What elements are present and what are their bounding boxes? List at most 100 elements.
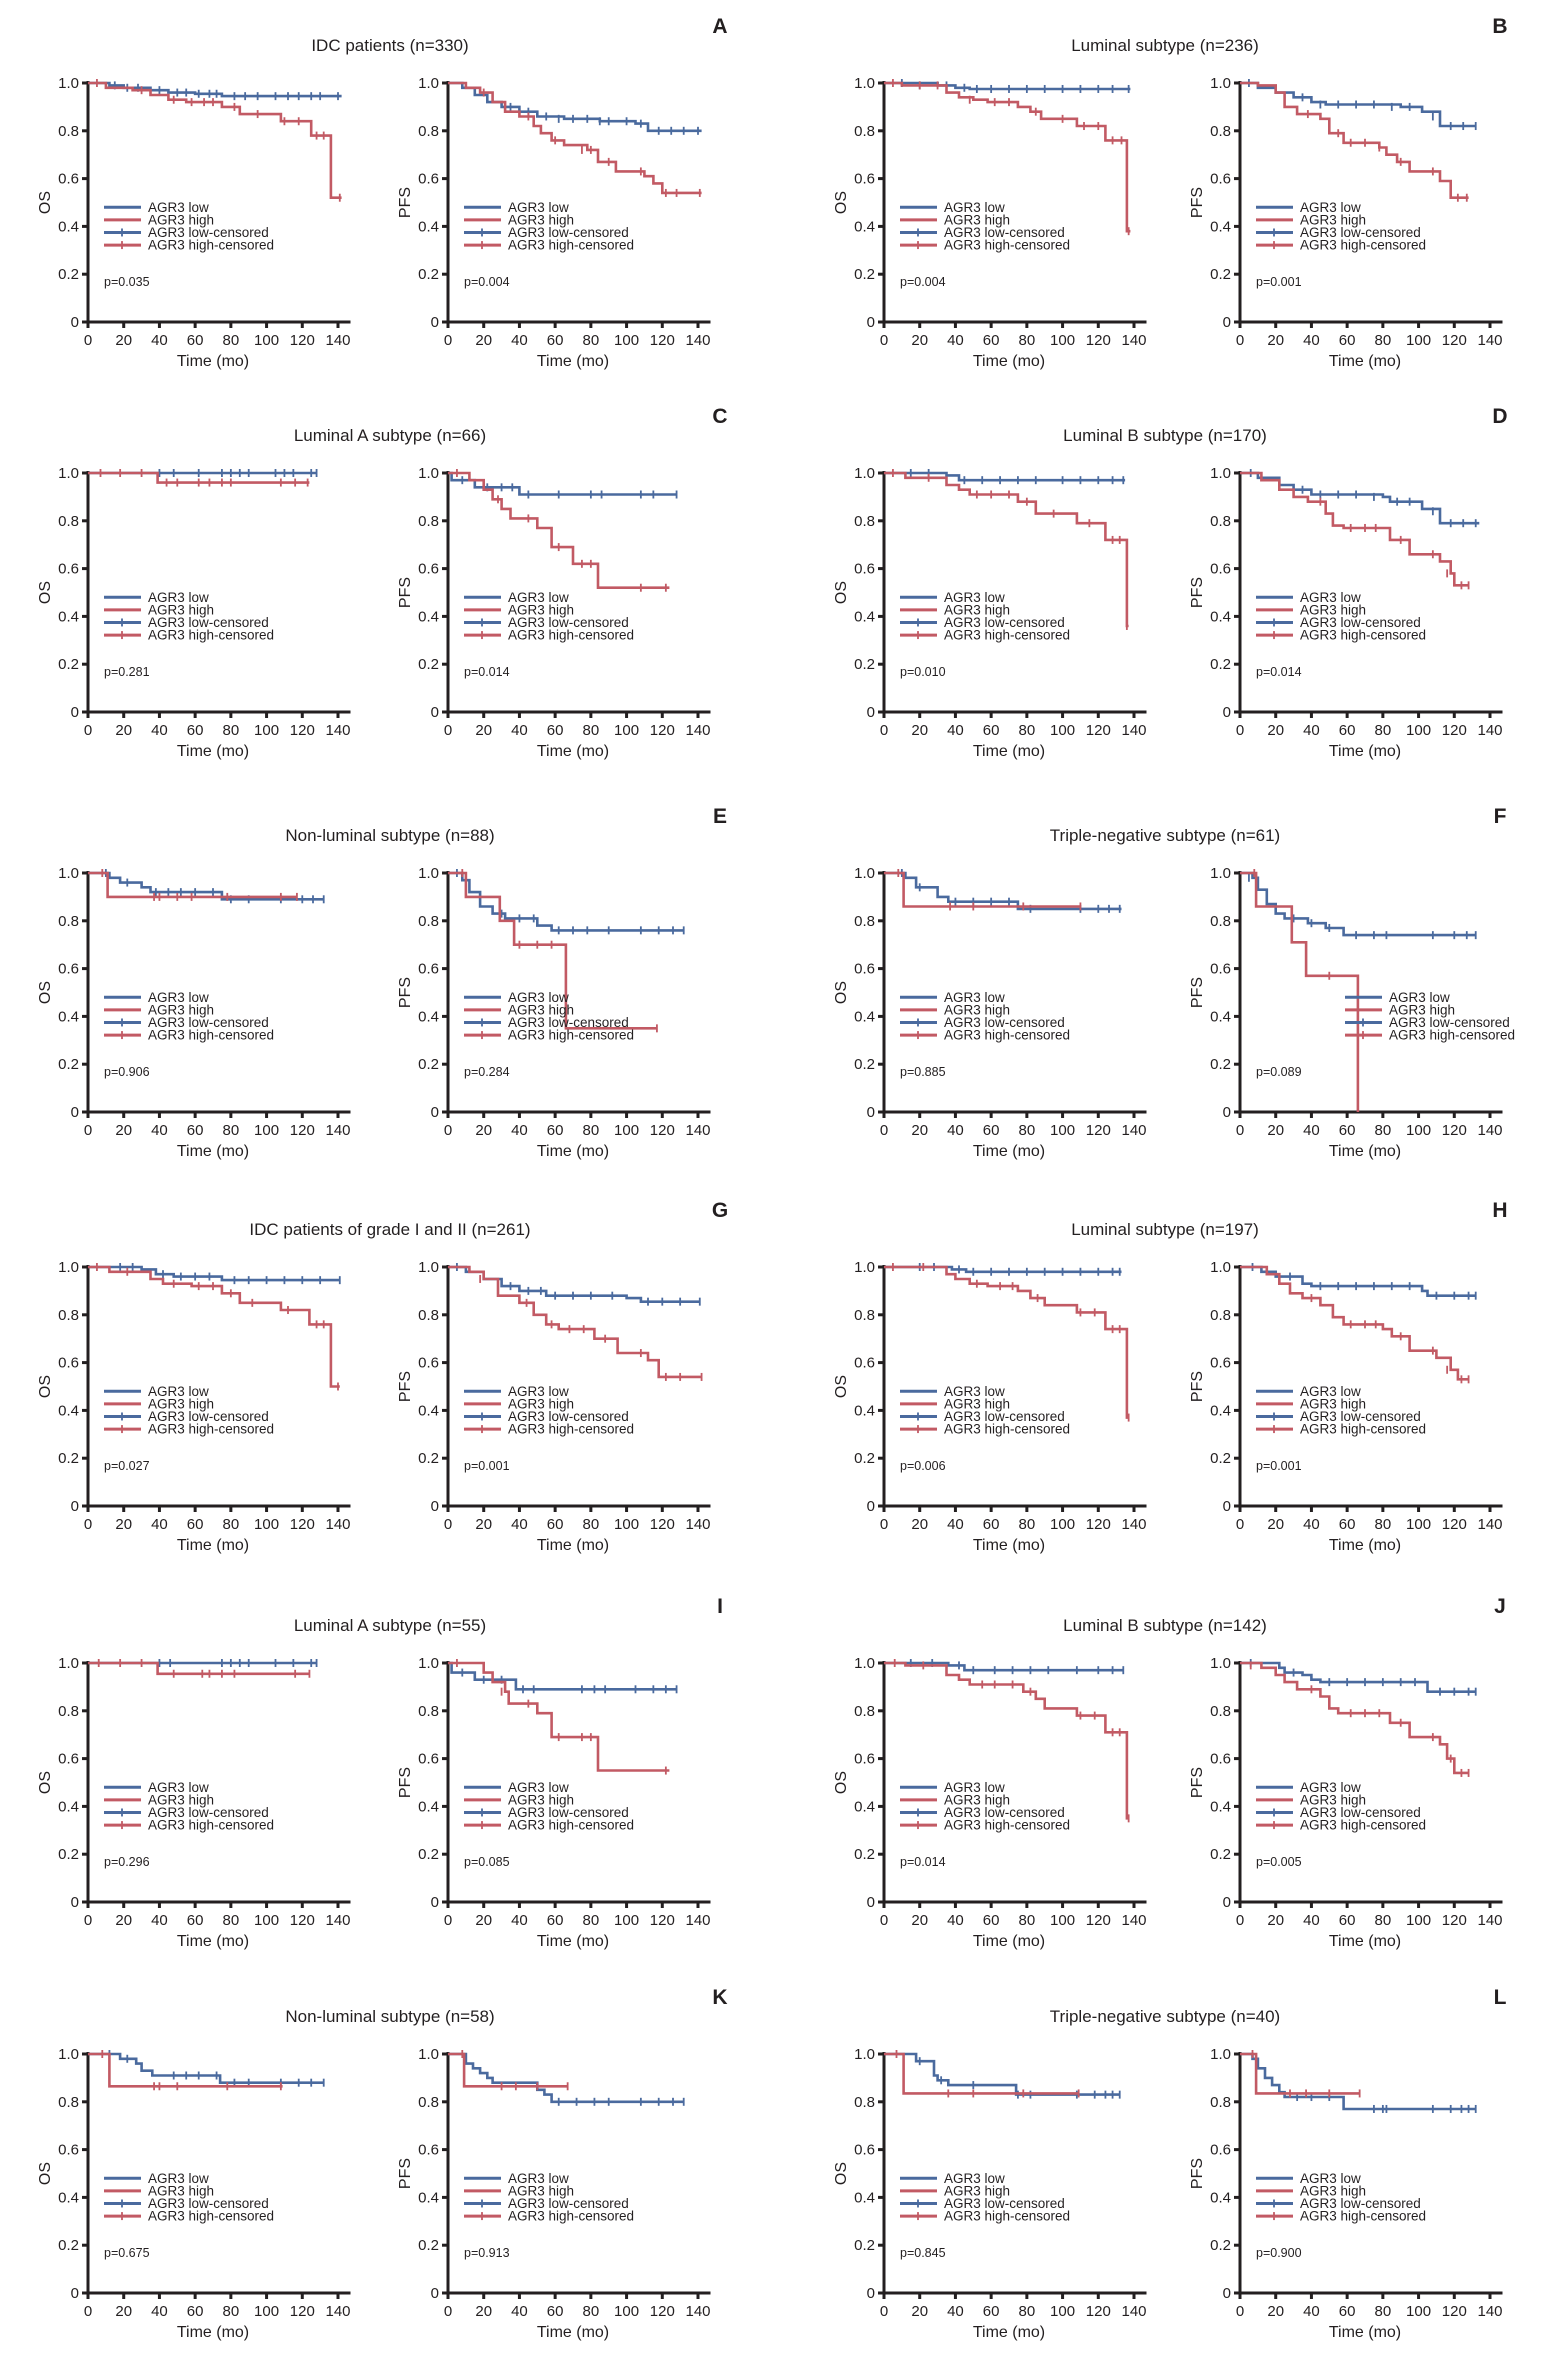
legend-label: AGR3 low	[148, 1384, 209, 1399]
y-tick-label: 0.4	[58, 1008, 79, 1025]
km-plot-os: 0 0.2 0.4 0.6 0.8 1.0 0 20 40 60 80 100 120 140 Time (…	[37, 75, 351, 370]
x-tick-label: 120	[1442, 332, 1467, 349]
y-tick-label: 0.4	[418, 1008, 439, 1025]
panel-title: Non-luminal subtype (n=58)	[285, 2007, 494, 2026]
legend-label: AGR3 high-censored	[1300, 1422, 1426, 1437]
legend-label: AGR3 low-censored	[944, 1015, 1065, 1030]
y-tick-label: 0.2	[58, 2237, 79, 2254]
curve-agr3-low	[448, 1661, 677, 1691]
x-tick-label: 80	[1019, 1516, 1036, 1533]
legend-label: AGR3 low-censored	[508, 225, 629, 240]
curve-agr3-low	[448, 471, 677, 496]
x-tick-label: 140	[1477, 2303, 1502, 2320]
legend-label: AGR3 high-censored	[944, 628, 1070, 643]
panel-letter: L	[1494, 1986, 1507, 2009]
x-tick-label: 60	[187, 2303, 204, 2320]
km-plot-pfs: 0 0.2 0.4 0.6 0.8 1.0 0 20 40 60 80 100 120 140 Time (…	[397, 2046, 711, 2341]
y-tick-label: 0	[71, 2285, 79, 2302]
panel-title: Luminal B subtype (n=142)	[1063, 1616, 1267, 1635]
x-tick-label: 120	[1442, 1516, 1467, 1533]
x-tick-label: 60	[1339, 332, 1356, 349]
panel-letter: K	[712, 1986, 727, 2009]
x-tick-label: 40	[947, 722, 964, 739]
y-axis-label: PFS	[1189, 977, 1206, 1008]
panel-title: Triple-negative subtype (n=40)	[1050, 2007, 1280, 2026]
p-value: p=0.296	[104, 1855, 150, 1869]
y-axis-label: OS	[37, 1375, 54, 1398]
curve-agr3-low	[884, 2052, 1120, 2096]
y-tick-label: 0.2	[418, 1450, 439, 1467]
x-tick-label: 120	[290, 1516, 315, 1533]
x-tick-label: 60	[983, 332, 1000, 349]
y-tick-label: 0.8	[854, 513, 875, 530]
x-tick-label: 0	[1236, 1122, 1244, 1139]
x-tick-label: 60	[187, 722, 204, 739]
curve-agr3-high	[884, 471, 1129, 628]
y-tick-label: 0.2	[854, 1450, 875, 1467]
y-tick-label: 0	[71, 1104, 79, 1121]
legend-label: AGR3 high	[508, 212, 574, 227]
y-tick-label: 1.0	[1210, 2046, 1231, 2063]
x-tick-label: 80	[223, 2303, 240, 2320]
legend-label: AGR3 low-censored	[1300, 225, 1421, 240]
x-tick-label: 140	[325, 2303, 350, 2320]
y-tick-label: 0	[1223, 2285, 1231, 2302]
x-tick-label: 0	[444, 722, 452, 739]
y-tick-label: 0.6	[58, 561, 79, 578]
x-tick-label: 0	[880, 1912, 888, 1929]
x-tick-label: 40	[1303, 1122, 1320, 1139]
x-tick-label: 40	[151, 1516, 168, 1533]
legend-label: AGR3 low-censored	[944, 1409, 1065, 1424]
legend-label: AGR3 low-censored	[944, 1805, 1065, 1820]
x-tick-label: 140	[1121, 722, 1146, 739]
km-plot-pfs: 0 0.2 0.4 0.6 0.8 1.0 0 20 40 60 80 100 120 140 Time (…	[397, 1655, 711, 1950]
x-tick-label: 60	[1339, 1516, 1356, 1533]
curve-agr3-low	[1240, 871, 1476, 937]
panel-title: IDC patients (n=330)	[311, 36, 468, 55]
x-axis-label: Time (mo)	[973, 1933, 1045, 1950]
x-tick-label: 40	[511, 1122, 528, 1139]
legend-label: AGR3 low	[1300, 1780, 1361, 1795]
km-plot-os: 0 0.2 0.4 0.6 0.8 1.0 0 20 40 60 80 100 120 140 Time (…	[37, 465, 351, 760]
x-tick-label: 40	[947, 332, 964, 349]
legend-label: AGR3 low-censored	[148, 1409, 269, 1424]
y-tick-label: 0	[71, 314, 79, 331]
x-tick-label: 60	[547, 1516, 564, 1533]
curve-agr3-high	[884, 81, 1131, 233]
km-plot-pfs: 0 0.2 0.4 0.6 0.8 1.0 0 20 40 60 80 100 120 140 Time (…	[1189, 465, 1503, 760]
x-tick-label: 20	[115, 1912, 132, 1929]
x-tick-label: 140	[685, 1122, 710, 1139]
x-tick-label: 20	[911, 1912, 928, 1929]
panel-letter: C	[712, 405, 727, 428]
y-tick-label: 0.8	[854, 1703, 875, 1720]
x-tick-label: 60	[1339, 2303, 1356, 2320]
y-tick-label: 0.8	[58, 913, 79, 930]
x-tick-label: 40	[1303, 1516, 1320, 1533]
y-tick-label: 0	[1223, 1498, 1231, 1515]
legend-label: AGR3 low-censored	[148, 225, 269, 240]
p-value: p=0.004	[900, 275, 946, 289]
y-tick-label: 1.0	[58, 75, 79, 92]
p-value: p=0.900	[1256, 2246, 1302, 2260]
y-axis-label: OS	[833, 1771, 850, 1794]
legend-label: AGR3 high-censored	[148, 238, 274, 253]
x-tick-label: 100	[254, 332, 279, 349]
curve-agr3-low	[1240, 1661, 1476, 1693]
x-tick-label: 120	[650, 332, 675, 349]
y-axis-label: OS	[833, 191, 850, 214]
x-tick-label: 0	[880, 2303, 888, 2320]
x-tick-label: 20	[1267, 1122, 1284, 1139]
legend-label: AGR3 low	[944, 2171, 1005, 2186]
legend-label: AGR3 low-censored	[1300, 2196, 1421, 2211]
curve-agr3-high	[88, 2052, 283, 2088]
x-tick-label: 0	[84, 1912, 92, 1929]
p-value: p=0.010	[900, 665, 946, 679]
y-axis-label: OS	[37, 1771, 54, 1794]
y-tick-label: 0.6	[58, 1355, 79, 1372]
y-tick-label: 0.4	[58, 2189, 79, 2206]
x-axis-label: Time (mo)	[537, 2324, 609, 2341]
legend-label: AGR3 low	[508, 990, 569, 1005]
legend-label: AGR3 low	[1300, 590, 1361, 605]
y-tick-label: 0	[71, 704, 79, 721]
x-tick-label: 100	[1050, 1122, 1075, 1139]
